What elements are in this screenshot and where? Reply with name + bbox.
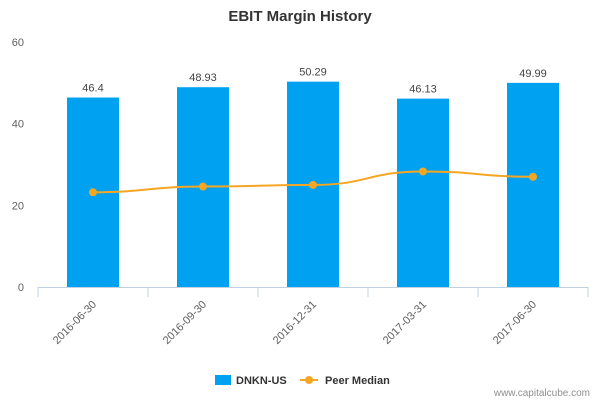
bar-value-label: 50.29 <box>299 67 327 79</box>
peer-median-point[interactable] <box>309 180 317 189</box>
chart-title: EBIT Margin History <box>228 8 372 25</box>
peer-median-point[interactable] <box>529 172 537 181</box>
y-tick-label: 0 <box>18 282 24 294</box>
peer-median-point[interactable] <box>89 188 97 197</box>
legend[interactable]: DNKN-US Peer Median <box>215 375 390 387</box>
bar[interactable] <box>507 82 559 287</box>
credit-text[interactable]: www.capitalcube.com <box>493 388 590 399</box>
legend-item-dnkn[interactable]: DNKN-US <box>215 375 287 387</box>
bar-value-label: 48.93 <box>189 72 217 84</box>
peer-median-series <box>89 167 537 197</box>
bar-value-label: 49.99 <box>519 68 547 80</box>
peer-median-point[interactable] <box>419 167 427 176</box>
x-tick-label: 2016-06-30 <box>51 299 99 347</box>
legend-label-peer-median: Peer Median <box>325 375 390 387</box>
legend-item-peer-median[interactable]: Peer Median <box>300 375 390 387</box>
x-axis: 2016-06-30 2016-09-30 2016-12-31 2017-03-31… <box>37 287 589 347</box>
x-tick-label: 2017-03-31 <box>381 299 429 347</box>
y-axis: 0 20 40 60 <box>12 37 24 294</box>
bar-value-label: 46.4 <box>82 83 103 95</box>
x-tick-label: 2016-09-30 <box>161 299 209 347</box>
bar-value-label: 46.13 <box>409 84 437 96</box>
legend-bar-swatch <box>215 375 231 385</box>
y-tick-label: 20 <box>12 200 24 212</box>
y-tick-label: 40 <box>12 119 24 131</box>
peer-median-point[interactable] <box>199 182 207 191</box>
legend-label-dnkn: DNKN-US <box>236 375 287 387</box>
y-tick-label: 60 <box>12 37 24 49</box>
bar[interactable] <box>397 98 449 287</box>
legend-line-marker <box>305 376 313 384</box>
bar-data-labels: 46.4 48.93 50.29 46.13 49.99 <box>82 67 546 96</box>
x-tick-label: 2016-12-31 <box>271 299 319 347</box>
x-tick-label: 2017-06-30 <box>491 299 539 347</box>
